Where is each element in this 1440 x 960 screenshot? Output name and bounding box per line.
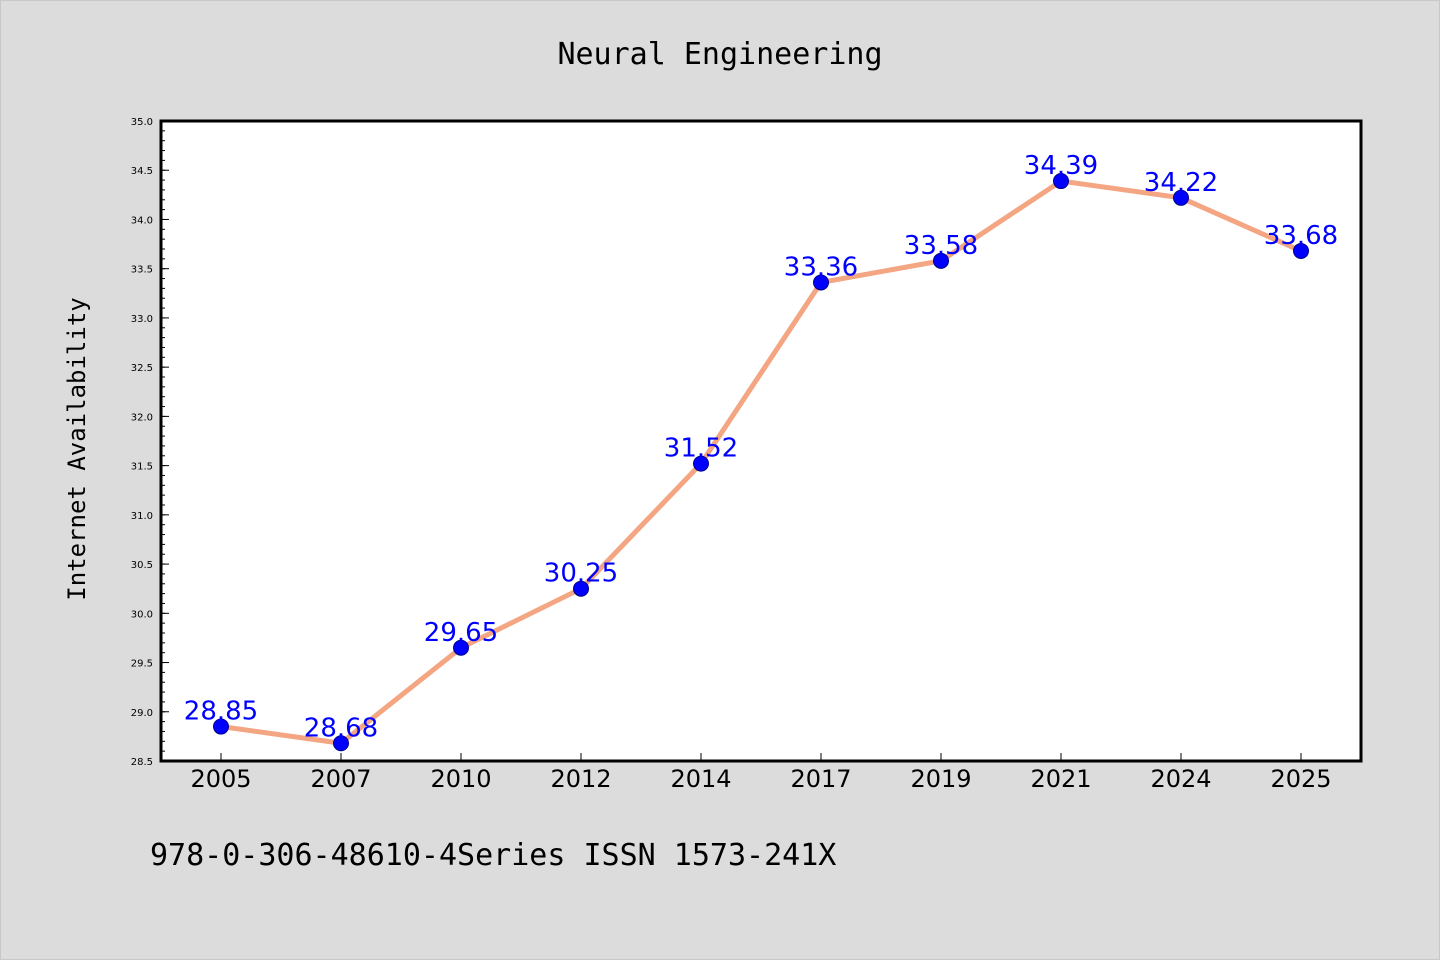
y-tick-label: 33.5 (131, 265, 153, 276)
data-label: 33.36 (784, 252, 858, 282)
data-point (333, 735, 349, 752)
y-axis-label: Internet Availability (63, 297, 91, 600)
y-tick-label: 34.5 (131, 166, 153, 177)
y-tick-label: 31.0 (131, 511, 153, 522)
data-point (1293, 242, 1309, 259)
x-tick-label: 2024 (1150, 765, 1211, 793)
data-label: 31.52 (664, 434, 738, 464)
y-tick-label: 32.0 (131, 412, 153, 423)
x-tick-label: 2010 (430, 765, 491, 793)
y-tick-label: 28.5 (131, 757, 153, 768)
data-label: 28.68 (304, 713, 378, 743)
y-tick-label: 32.5 (131, 363, 153, 374)
y-tick-label: 33.0 (131, 314, 153, 325)
data-markers (213, 173, 1309, 752)
data-label: 29.65 (424, 618, 498, 648)
y-tick-label: 29.0 (131, 708, 153, 719)
data-labels: 28.85 28.68 29.65 30.25 31.52 33.36 33.58 34.39… (184, 151, 1338, 743)
data-point (1053, 173, 1069, 190)
y-tick-label: 34.0 (131, 215, 153, 226)
x-tick-label: 2025 (1270, 765, 1331, 793)
y-tick-label: 30.0 (131, 609, 153, 620)
x-tick-label: 2019 (910, 765, 971, 793)
data-point (573, 580, 589, 597)
chart-title: Neural Engineering (557, 37, 882, 72)
data-label: 28.85 (184, 697, 258, 727)
plot-area (161, 121, 1361, 761)
x-axis-ticks: 2005 2007 2010 2012 2014 2017 2019 2021 2024 2025 (190, 753, 1332, 793)
plot-frame (159, 119, 1363, 763)
y-tick-label: 29.5 (131, 659, 153, 670)
data-label: 33.58 (904, 231, 978, 261)
x-tick-label: 2014 (670, 765, 731, 793)
data-point (933, 252, 949, 269)
data-point (1173, 189, 1189, 206)
x-tick-label: 2005 (190, 765, 251, 793)
x-tick-label: 2021 (1030, 765, 1091, 793)
data-label: 34.39 (1024, 151, 1098, 181)
y-tick-label: 31.5 (131, 462, 153, 473)
data-point (813, 274, 829, 291)
series-line (218, 178, 1304, 746)
data-label: 34.22 (1144, 168, 1218, 198)
data-point (453, 639, 469, 656)
y-tick-label: 30.5 (131, 560, 153, 571)
x-tick-label: 2007 (310, 765, 371, 793)
x-tick-label: 2012 (550, 765, 611, 793)
footer-isbn-text: 978-0-306-48610-4Series ISSN 1573-241X (150, 838, 836, 873)
y-tick-label: 35.0 (131, 117, 153, 128)
data-point (693, 455, 709, 472)
data-point (213, 718, 229, 735)
x-tick-label: 2017 (790, 765, 851, 793)
data-label: 30.25 (544, 559, 618, 589)
data-label: 33.68 (1264, 221, 1338, 251)
